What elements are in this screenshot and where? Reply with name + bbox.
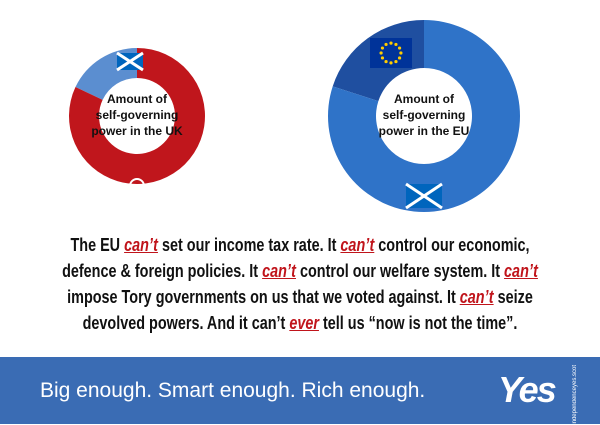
- emphasis: can’t: [459, 287, 494, 307]
- flag-star: [380, 56, 385, 60]
- text: seize: [493, 287, 533, 307]
- footer: Big enough. Smart enough. Rich enough. Y…: [0, 357, 600, 425]
- flag-star: [384, 59, 388, 64]
- emphasis: ever: [289, 313, 319, 333]
- text: tell us “now is not the time”.: [318, 313, 518, 333]
- emphasis: can’t: [504, 261, 538, 281]
- flag-star: [394, 42, 398, 47]
- paragraph-line: impose Tory governments on us that we vo…: [60, 284, 540, 310]
- center-label: power in the UK: [91, 124, 183, 138]
- flag-star: [399, 51, 403, 55]
- text: defence & foreign policies. It: [62, 261, 263, 281]
- flag-star: [394, 59, 398, 64]
- text: impose Tory governments on us that we vo…: [67, 287, 460, 307]
- paragraph-line: defence & foreign policies. It can’t con…: [60, 258, 540, 284]
- emphasis: can’t: [340, 235, 375, 255]
- logo: Yes: [498, 369, 557, 410]
- center-label: power in the EU: [379, 124, 470, 138]
- text: control our welfare system. It: [295, 261, 505, 281]
- flag-star: [380, 46, 385, 50]
- text: set our income tax rate. It: [157, 235, 341, 255]
- emphasis: can’t: [262, 261, 296, 281]
- paragraph: The EU can’t set our income tax rate. It…: [0, 232, 600, 336]
- center-label: Amount of: [107, 92, 168, 106]
- site-url: independenceyes.scot: [572, 365, 578, 425]
- donut-segment: [328, 20, 520, 212]
- flag-star: [397, 56, 402, 60]
- flag-cross: [405, 182, 443, 210]
- center-label: Amount of: [394, 92, 455, 106]
- emphasis: can’t: [124, 235, 158, 255]
- text: devolved powers. And it can’t: [82, 313, 290, 333]
- slogan: Big enough. Smart enough. Rich enough.: [40, 379, 426, 402]
- paragraph-line: The EU can’t set our income tax rate. It…: [60, 232, 540, 258]
- flag-star: [389, 61, 393, 65]
- center-label: self-governing: [96, 108, 179, 122]
- flag-star: [397, 46, 402, 50]
- flag-star: [389, 41, 393, 45]
- text: The EU: [70, 235, 125, 255]
- center-label: self-governing: [383, 108, 466, 122]
- badge: GOV.UK: [120, 195, 155, 205]
- donut-segment: [69, 48, 205, 184]
- flag-star: [379, 51, 383, 55]
- paragraph-line: devolved powers. And it can’t ever tell …: [60, 310, 540, 336]
- crown-icon: [129, 178, 145, 194]
- charts: Amount of self-governing power in the UK GO…: [69, 20, 520, 212]
- flag-star: [384, 42, 388, 47]
- flag-cross: [116, 51, 144, 72]
- text: control our economic,: [374, 235, 530, 255]
